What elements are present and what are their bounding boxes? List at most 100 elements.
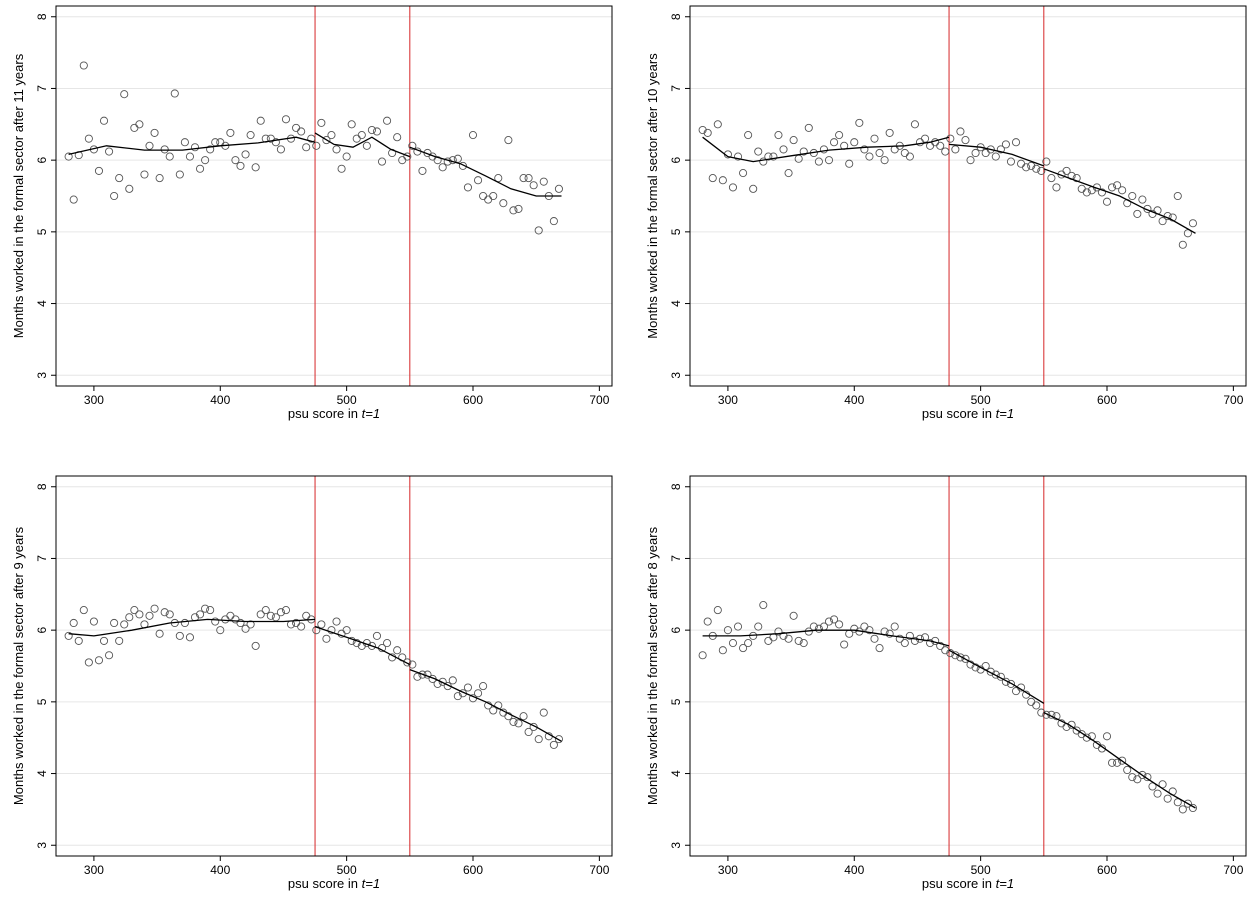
data-point [539,177,548,186]
data-point [367,641,376,650]
data-point [1188,219,1197,228]
data-point [524,174,533,183]
data-point [905,152,914,161]
data-point [920,633,930,642]
data-point [1188,803,1197,813]
data-point [160,145,169,154]
y-tick-label: 7 [35,555,49,562]
data-point [956,127,965,136]
data-point [307,134,316,143]
data-point [1118,756,1127,765]
data-point [266,611,275,620]
fit-line [948,649,1045,704]
data-point [463,183,472,192]
data-point [474,689,483,698]
data-point [246,620,255,629]
data-point [1087,732,1096,741]
chart-panel-4: 300 400 500 600 700 3 4 5 6 7 8 psu score in t=1 Mon… [645,475,1247,891]
data-point [115,636,124,645]
data-point [322,634,331,643]
data-point [1168,213,1177,222]
x-axis-title: psu score in t=1 [922,876,1014,891]
data-point [64,152,73,161]
data-point [145,141,154,150]
data-point [74,636,83,645]
data-point [383,116,392,125]
data-point [1042,157,1051,166]
data-point [1158,217,1167,226]
data-point [99,636,109,645]
data-point [845,159,854,168]
y-axis-title: Months worked in the formal sector after… [11,53,26,338]
data-point [1108,758,1117,767]
data-point [418,670,427,679]
data-point [769,152,778,161]
data-point [534,735,543,744]
y-tick-label: 8 [35,483,49,490]
data-point [774,627,783,636]
plot-frame [689,5,1247,387]
data-point [327,626,336,635]
data-point [115,174,124,183]
data-point [830,138,839,147]
data-point [155,629,164,638]
data-point [1183,799,1192,808]
data-point [155,174,164,183]
data-point [875,148,884,158]
data-point [728,639,738,648]
data-point [1027,161,1036,170]
data-point [1001,140,1010,149]
data-point [814,157,823,166]
data-point [438,163,447,172]
data-point [484,195,493,204]
data-point [170,89,179,98]
y-tick-label: 3 [669,842,683,849]
data-point [165,610,174,619]
data-point [196,610,205,619]
x-tick-label: 400 [210,393,230,407]
chart-panel-2: 300 400 500 600 700 3 4 5 6 7 8 psu score in t=1 Mon… [645,5,1247,421]
data-point [297,127,306,136]
data-point [799,147,808,156]
data-point [135,120,144,129]
data-point [130,123,139,132]
data-point [327,131,336,140]
x-tick-label: 300 [84,863,104,877]
data-point [276,608,285,617]
data-point [135,610,144,619]
data-point [885,629,894,638]
y-tick-label: 7 [669,555,683,562]
x-tick-label: 700 [589,393,609,407]
data-point [739,644,748,653]
data-point [920,134,930,143]
data-point [835,620,844,629]
data-point [180,138,189,147]
data-point [1082,733,1091,742]
data-point [69,195,78,204]
data-point [1011,138,1021,147]
data-point [125,613,134,622]
y-tick-label: 6 [669,156,683,163]
data-point [236,161,245,170]
data-point [256,116,265,125]
data-point [926,141,935,150]
x-tick-label: 600 [463,393,483,407]
y-tick-label: 3 [669,372,683,379]
data-point [764,636,773,645]
data-point [865,152,874,161]
data-point [216,138,225,147]
data-point [241,150,250,159]
data-point [408,141,417,150]
data-point [377,157,387,166]
data-point [835,131,844,140]
data-point [733,622,743,631]
data-point [749,184,758,193]
data-point [317,620,326,629]
y-tick-label: 3 [35,372,49,379]
data-point [216,626,225,635]
data-point [504,712,513,721]
data-point [529,181,538,190]
data-point [297,622,306,631]
data-point [718,176,727,185]
